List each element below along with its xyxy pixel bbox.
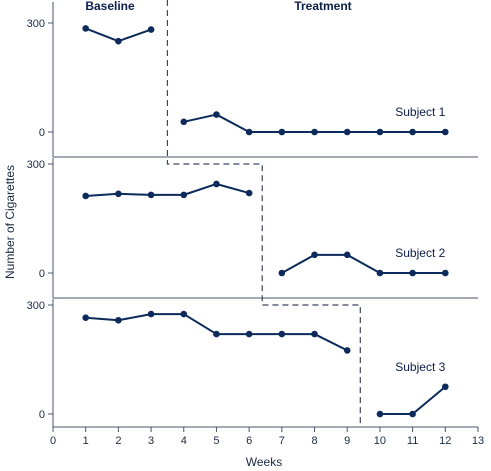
panel-1-baseline-point (82, 25, 89, 32)
x-tick-label: 10 (374, 435, 386, 447)
baseline-phase-label: Baseline (85, 0, 135, 13)
panel-2-baseline-point (82, 192, 89, 200)
panel-2-treatment-point (278, 269, 286, 277)
panel-3-treatment-point (409, 410, 416, 418)
panel-1-treatment-point (278, 128, 286, 136)
x-axis-title: Weeks (246, 455, 282, 469)
x-axis: 0 1 2 3 4 5 6 7 8 9 10 11 12 13 (50, 426, 484, 447)
panel-1-baseline-point (115, 37, 122, 45)
subject-2-label: Subject 2 (395, 246, 445, 260)
panel-2: 0 300 Subject 2 (27, 158, 478, 299)
panel-1-treatment-point (442, 128, 449, 136)
panel-1-treatment-point (180, 118, 188, 126)
x-tick-label: 12 (439, 435, 451, 447)
panel-1-treatment-point (409, 128, 416, 136)
panel-2-treatment-point (311, 251, 318, 259)
panel-1-treatment-point (245, 128, 253, 136)
panel-2-treatment-line (281, 253, 446, 274)
x-tick-label: 5 (213, 435, 219, 447)
panel-3-baseline-point (180, 310, 188, 318)
subject-3-label: Subject 3 (395, 360, 445, 374)
panel-3-baseline-point (311, 330, 318, 338)
panels-layer: 0 300 Subject 1 0 300 Subject 2 0 300 Subject 3 (27, 2, 478, 427)
x-tick-label: 9 (344, 435, 350, 447)
panel-1-treatment-point (376, 128, 384, 136)
x-tick-label: 1 (83, 435, 89, 447)
panel-3-baseline-point (343, 347, 351, 354)
panel-2-baseline-point (245, 189, 253, 197)
x-tick-label: 11 (407, 435, 418, 447)
panel-3-y-tick-label: 300 (27, 300, 45, 312)
x-tick-label: 2 (115, 435, 121, 447)
panel-1: 0 300 Subject 1 (27, 2, 478, 158)
phase-change-line (166, 0, 361, 427)
panel-3-baseline-point (147, 310, 155, 318)
treatment-phase-label: Treatment (294, 0, 351, 13)
panel-1-baseline-point (147, 26, 155, 33)
panel-2-baseline-point (180, 191, 188, 199)
panel-3: 0 300 Subject 3 (27, 299, 449, 427)
panel-2-baseline-point (147, 191, 155, 199)
subject-1-label: Subject 1 (395, 105, 445, 119)
panel-2-baseline-point (213, 180, 220, 188)
panel-2-treatment-point (343, 251, 351, 259)
panel-3-baseline-point (245, 330, 253, 338)
panel-2-treatment-point (409, 269, 416, 277)
panel-3-treatment-point (442, 383, 449, 391)
panel-2-treatment-point (442, 269, 449, 277)
panel-2-baseline-line (85, 182, 250, 197)
panel-2-y-tick-label: 300 (27, 159, 45, 171)
panel-3-treatment-point (376, 410, 384, 418)
x-tick-label: 6 (246, 435, 252, 447)
x-tick-label: 7 (279, 435, 285, 447)
panel-1-treatment-point (213, 111, 220, 118)
panel-2-treatment-point (376, 269, 384, 277)
phase-change-lines (166, 0, 361, 427)
panel-1-treatment-point (311, 128, 318, 136)
x-tick-label: 8 (311, 435, 317, 447)
panel-3-baseline-point (82, 314, 89, 322)
x-tick-label: 3 (148, 435, 154, 447)
panel-3-baseline-point (213, 330, 220, 338)
panel-3-y-tick-label: 0 (39, 409, 45, 421)
panel-1-y-tick-label: 300 (27, 18, 45, 30)
panel-2-baseline-point (115, 190, 122, 198)
y-axis-title: Number of Cigarettes (3, 165, 17, 279)
panel-1-treatment-point (343, 128, 351, 136)
x-tick-label: 13 (472, 435, 484, 447)
panel-3-baseline-point (115, 316, 122, 324)
x-tick-label: 4 (181, 435, 187, 447)
panel-3-baseline-point (278, 330, 286, 338)
x-tick-label: 0 (50, 435, 56, 447)
panel-2-y-tick-label: 0 (39, 268, 45, 280)
panel-3-treatment-line (379, 385, 446, 415)
panel-1-y-tick-label: 0 (39, 127, 45, 139)
